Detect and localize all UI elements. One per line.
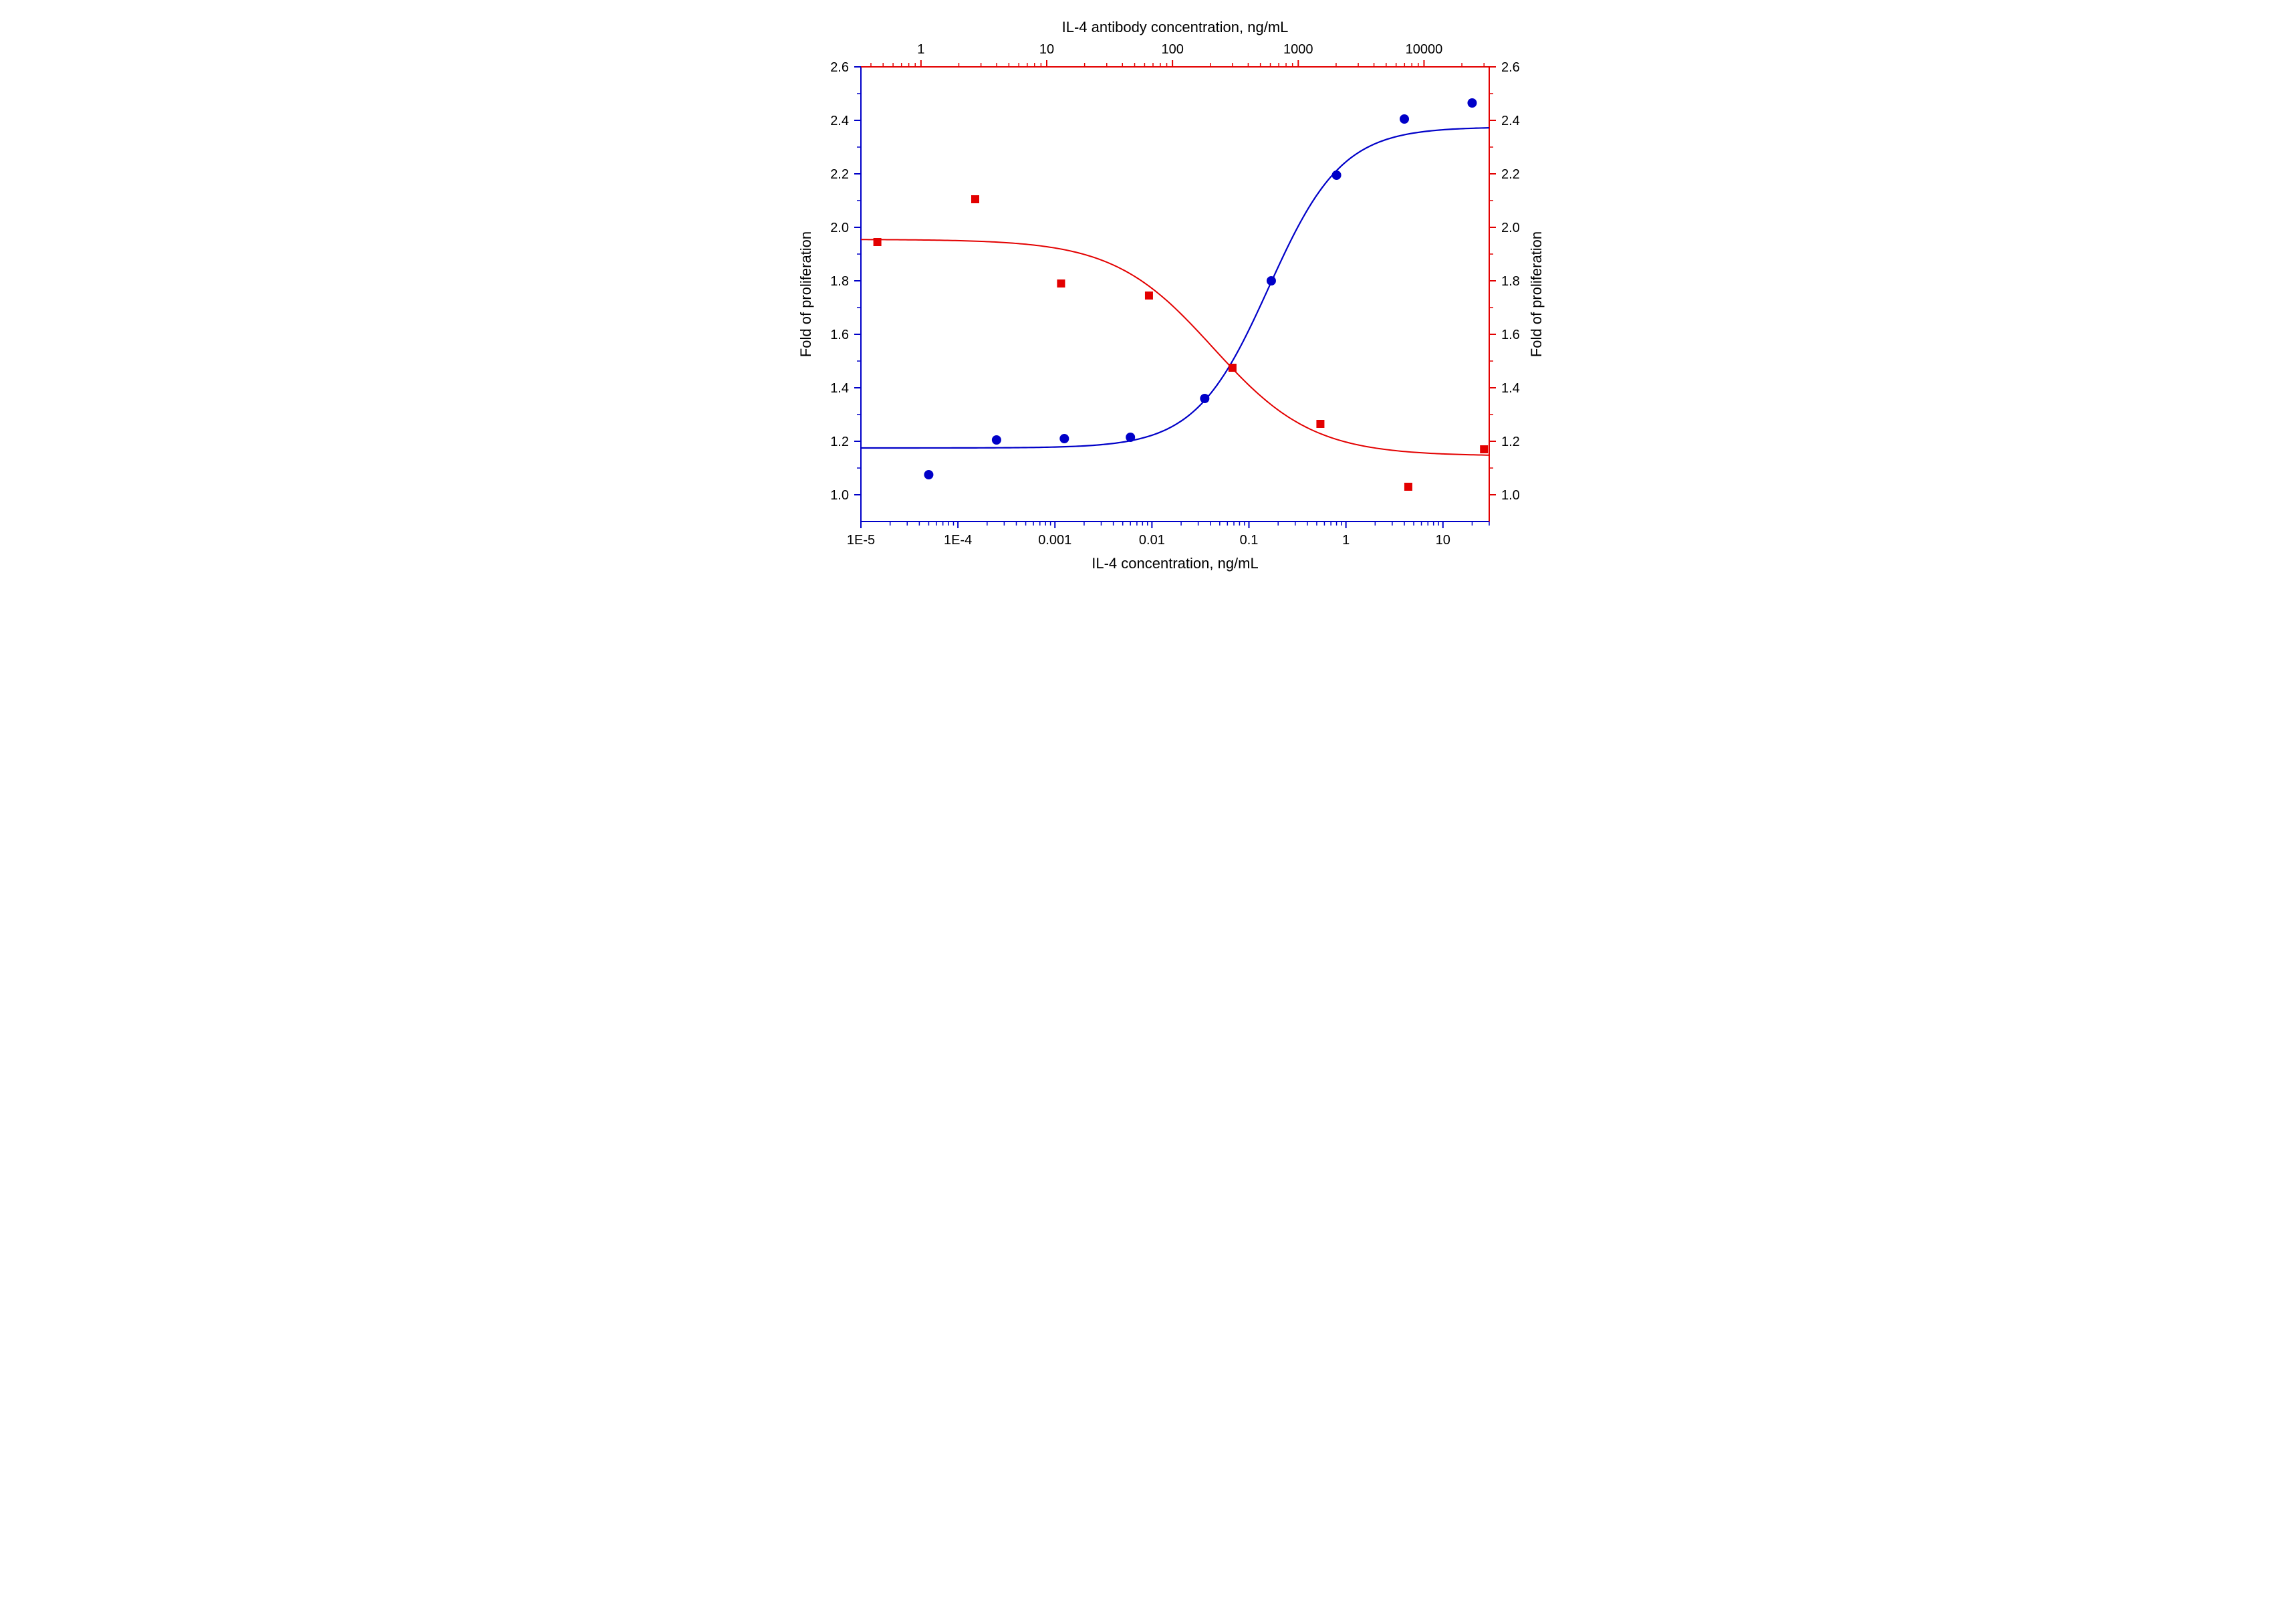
yr-tick-label: 1.2	[1501, 435, 1520, 449]
blue-data-point	[1331, 170, 1341, 180]
yr-tick-label: 2.6	[1501, 60, 1520, 75]
red-data-point	[873, 238, 881, 246]
blue-data-point	[991, 435, 1001, 445]
xb-tick-label: 1E-4	[944, 533, 972, 548]
yl-tick-label: 2.2	[830, 167, 849, 182]
yr-tick-label: 1.6	[1501, 328, 1520, 342]
blue-data-point	[1266, 276, 1275, 285]
yl-tick-label: 2.4	[830, 114, 849, 128]
xt-tick-label: 10000	[1405, 42, 1442, 57]
red-data-point	[971, 195, 979, 203]
yr-tick-label: 2.2	[1501, 167, 1520, 182]
yr-tick-label: 2.0	[1501, 221, 1520, 235]
xt-tick-label: 10	[1039, 42, 1053, 57]
red-data-point	[1144, 292, 1152, 300]
xb-tick-label: 1E-5	[846, 533, 874, 548]
yr-tick-label: 1.4	[1501, 381, 1520, 396]
xt-tick-label: 100	[1161, 42, 1183, 57]
red-fit-curve	[861, 239, 1489, 455]
blue-data-point	[1467, 98, 1477, 108]
yl-tick-label: 1.0	[830, 488, 849, 503]
yr-tick-label: 1.0	[1501, 488, 1520, 503]
blue-data-point	[1126, 433, 1135, 442]
xt-tick-label: 1	[917, 42, 924, 57]
blue-fit-curve	[861, 128, 1489, 448]
blue-data-point	[1059, 434, 1069, 443]
xt-tick-label: 1000	[1283, 42, 1313, 57]
y-left-label: Fold of proliferation	[797, 231, 814, 357]
yl-tick-label: 1.2	[830, 435, 849, 449]
yr-tick-label: 2.4	[1501, 114, 1520, 128]
xb-tick-label: 10	[1435, 533, 1450, 548]
xb-tick-label: 0.001	[1038, 533, 1071, 548]
yr-tick-label: 1.8	[1501, 274, 1520, 289]
yl-tick-label: 2.0	[830, 221, 849, 235]
xb-tick-label: 0.1	[1239, 533, 1258, 548]
red-data-point	[1316, 420, 1324, 428]
blue-data-point	[1400, 114, 1409, 124]
red-data-point	[1480, 445, 1488, 453]
xb-tick-label: 0.01	[1138, 533, 1164, 548]
xb-tick-label: 1	[1342, 533, 1350, 548]
x-top-label: IL-4 antibody concentration, ng/mL	[1061, 19, 1288, 35]
yl-tick-label: 2.6	[830, 60, 849, 75]
red-data-point	[1404, 483, 1412, 491]
blue-data-point	[924, 470, 933, 479]
red-data-point	[1228, 364, 1236, 372]
yl-tick-label: 1.6	[830, 328, 849, 342]
chart-container: 1E-5 1E-4 0.001 0.01 0.1 1 10 IL-4 concentratio…	[727, 0, 1569, 642]
blue-data-point	[1200, 394, 1209, 403]
x-bottom-label: IL-4 concentration, ng/mL	[1092, 555, 1258, 572]
y-right-label: Fold of proliferation	[1528, 231, 1545, 357]
yl-tick-label: 1.8	[830, 274, 849, 289]
chart-svg: 1E-5 1E-4 0.001 0.01 0.1 1 10 IL-4 concentratio…	[727, 0, 1569, 642]
yl-tick-label: 1.4	[830, 381, 849, 396]
red-data-point	[1057, 279, 1065, 288]
